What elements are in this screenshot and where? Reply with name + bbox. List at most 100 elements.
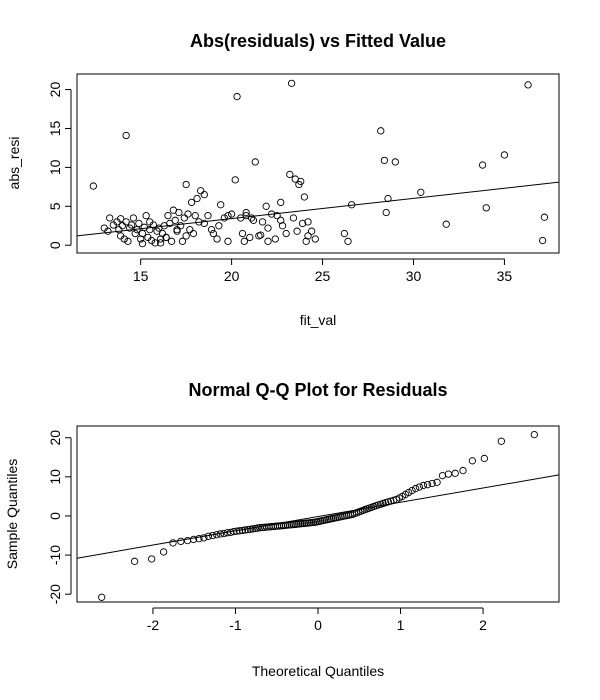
data-point [277, 198, 285, 207]
plot-frame [76, 73, 560, 254]
data-point [264, 224, 272, 232]
data-point [227, 210, 236, 218]
x-tick-label: 15 [133, 268, 149, 284]
qq-point [415, 483, 424, 491]
data-point [129, 214, 138, 222]
data-point [164, 211, 172, 220]
plot-frame [76, 425, 560, 603]
data-point [220, 214, 228, 222]
data-point [300, 193, 309, 201]
data-point [147, 236, 156, 245]
data-point [137, 235, 145, 243]
x-tick-label: -1 [229, 617, 242, 633]
data-point [298, 219, 307, 228]
chart-title: Abs(residuals) vs Fitted Value [190, 31, 446, 51]
data-point [191, 211, 199, 220]
data-point [138, 240, 147, 248]
data-point [104, 227, 112, 235]
x-axis-title: fit_val [300, 312, 337, 328]
qq-point [480, 454, 488, 463]
x-tick-label: 1 [397, 617, 405, 633]
qq-point [433, 478, 441, 486]
data-point [122, 218, 130, 226]
qq-point [148, 555, 156, 563]
y-tick-label: 15 [47, 120, 63, 136]
qq-point [195, 534, 203, 543]
qq-plot-panel: Normal Q-Q Plot for Residuals -2 -1 0 1 2 -2… [4, 380, 560, 679]
qq-point [200, 534, 208, 542]
qq-point [497, 437, 506, 445]
data-point [162, 233, 170, 242]
x-tick-label: 20 [224, 268, 240, 284]
data-point [193, 194, 201, 203]
y-axis: 0 5 10 15 20 [47, 82, 72, 249]
qq-reference-lines [76, 474, 560, 559]
data-point [287, 79, 296, 87]
data-point [224, 237, 232, 245]
qq-point [408, 486, 416, 495]
data-point [293, 227, 301, 235]
data-point [182, 232, 190, 240]
data-point [382, 208, 390, 217]
data-point [262, 202, 270, 210]
y-tick-label: -10 [47, 545, 63, 565]
y-tick-label: 0 [47, 241, 63, 249]
data-point [120, 235, 128, 243]
y-tick-label: 20 [47, 430, 63, 446]
qq-point [459, 466, 467, 475]
data-point [247, 214, 256, 222]
qq-point [98, 593, 106, 601]
x-tick-label: 25 [315, 268, 331, 284]
qq-point [177, 537, 185, 546]
data-point [151, 239, 159, 247]
data-point [377, 127, 385, 135]
data-point [135, 219, 143, 228]
qq-point [423, 481, 432, 489]
data-point [157, 235, 165, 243]
qq-reference-line [76, 474, 560, 559]
data-point [251, 158, 259, 166]
data-point [307, 227, 316, 235]
data-point [200, 190, 208, 199]
data-point [380, 156, 389, 165]
x-tick-label: 30 [406, 268, 422, 284]
data-point [344, 237, 352, 245]
qq-point [419, 481, 428, 490]
data-point [142, 211, 150, 220]
qq-point [130, 557, 139, 565]
data-point [178, 237, 187, 245]
data-point [478, 161, 487, 169]
data-point [175, 208, 183, 217]
data-point [258, 218, 267, 226]
data-point [173, 226, 181, 234]
data-point [215, 222, 223, 230]
data-point [204, 211, 212, 220]
data-point [217, 201, 225, 209]
data-point [187, 198, 196, 207]
y-axis-title: Sample Quantiles [4, 459, 20, 570]
qq-point [530, 430, 538, 439]
data-point [277, 216, 285, 224]
x-tick-label: -2 [147, 617, 160, 633]
data-point [146, 218, 154, 226]
data-point [189, 229, 198, 238]
qq-point [438, 472, 447, 480]
data-point [278, 222, 287, 230]
data-point [177, 222, 185, 230]
qq-point [428, 479, 436, 488]
data-point [297, 177, 305, 186]
data-point [186, 226, 194, 234]
qq-point [411, 484, 420, 493]
data-point [442, 220, 450, 228]
data-point [238, 229, 247, 238]
x-axis: 15 20 25 30 35 [133, 258, 512, 284]
qq-point [444, 470, 453, 478]
data-point [158, 229, 167, 238]
fit-lines [76, 181, 560, 237]
regression-line [76, 181, 560, 237]
data-point [302, 237, 310, 245]
data-point [209, 229, 218, 238]
data-point [340, 229, 349, 238]
qq-point [468, 457, 477, 465]
x-axis: -2 -1 0 1 2 [147, 607, 487, 633]
